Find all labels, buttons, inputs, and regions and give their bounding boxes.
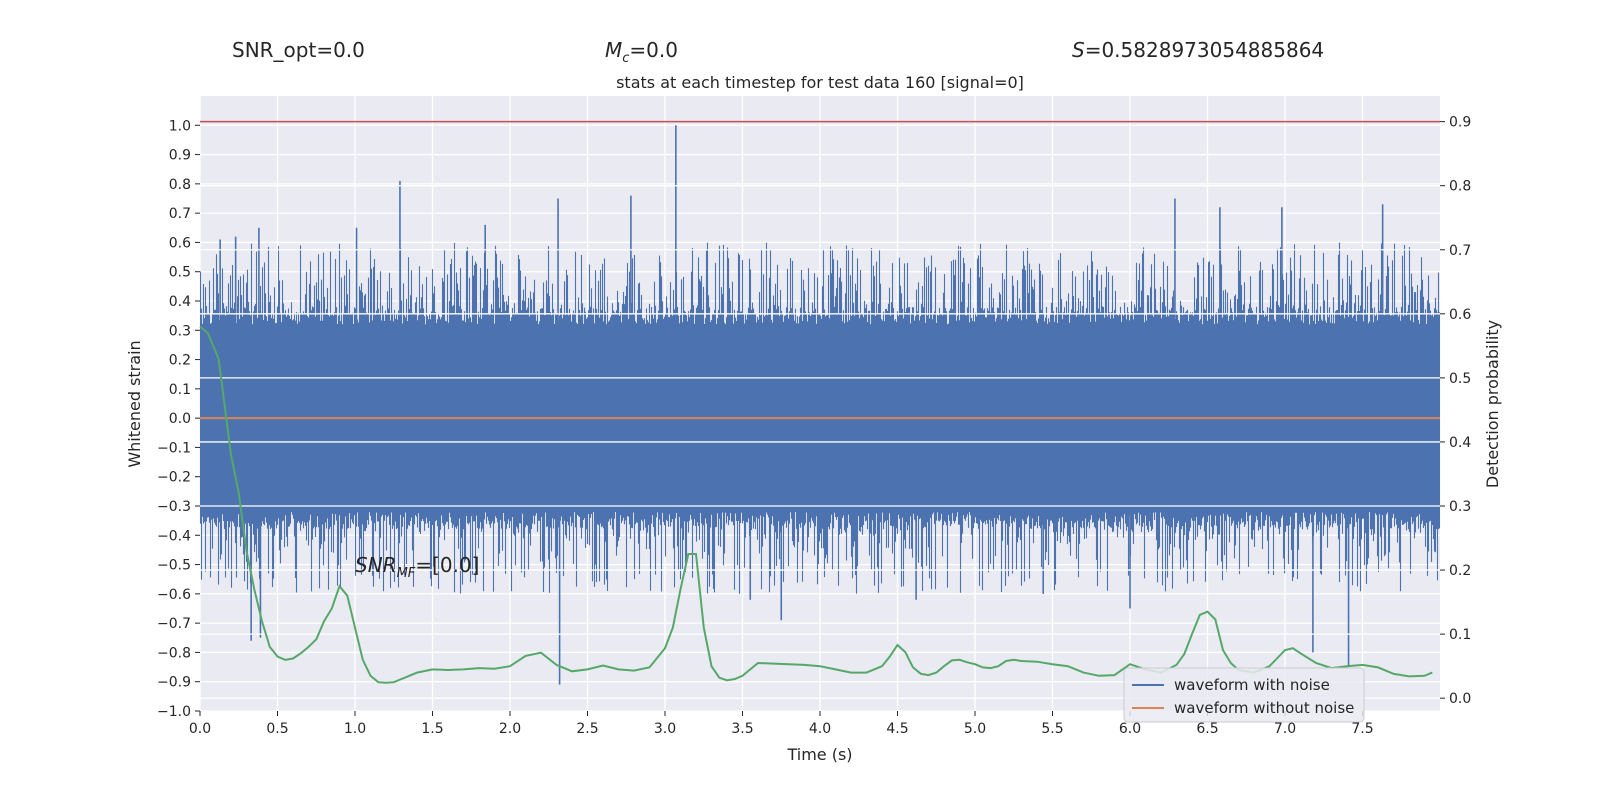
x-tick-label: 4.0 (809, 721, 831, 737)
y-tick-label: 0.9 (169, 148, 191, 164)
x-tick-label: 1.0 (344, 721, 366, 737)
chirp-mass-subscript: c (622, 51, 630, 66)
y-tick-label: −1.0 (157, 704, 191, 720)
y2-tick-label: 0.0 (1449, 691, 1471, 707)
y2-tick-label: 0.7 (1449, 243, 1471, 259)
y-tick-label: −0.7 (157, 616, 191, 632)
y2-tick-label: 0.2 (1449, 563, 1471, 579)
y-tick-label: 0.5 (169, 265, 191, 281)
y-tick-label: −0.1 (157, 440, 191, 456)
y-tick-label: 0.7 (169, 206, 191, 222)
x-tick-label: 5.0 (964, 721, 986, 737)
y-tick-label: 0.3 (169, 323, 191, 339)
y-tick-label: −0.2 (157, 470, 191, 486)
s-statistic-symbol: S (1072, 38, 1085, 62)
chirp-mass-symbol: M (605, 38, 623, 62)
x-tick-label: 3.5 (731, 721, 753, 737)
legend-box (1123, 667, 1365, 723)
y-tick-label: 0.2 (169, 353, 191, 369)
y-tick-label: 0.8 (169, 177, 191, 193)
legend: waveform with noise waveform without noi… (1123, 667, 1365, 723)
y-tick-label: 0.6 (169, 235, 191, 251)
y2-axis-label: Detection probability (1483, 320, 1502, 488)
y-tick-label: −0.9 (157, 675, 191, 691)
snr-mf-annotation: SNRMF=[0.0] (355, 553, 479, 581)
y-tick-label: 1.0 (169, 118, 191, 134)
x-tick-label: 0.5 (266, 721, 288, 737)
series-detection-probability (199, 325, 1433, 684)
s-statistic-value: =0.5828973054885864 (1084, 38, 1325, 62)
y-tick-label: 0.1 (169, 382, 191, 398)
x-tick-label: 3.0 (654, 721, 676, 737)
y2-tick-label: 0.3 (1449, 499, 1471, 515)
snr-opt-label: SNR_opt=0.0 (232, 38, 365, 62)
chirp-mass-label: Mc=0.0 (605, 38, 678, 66)
y-tick-label: 0.0 (169, 411, 191, 427)
y-tick-label: −0.3 (157, 499, 191, 515)
x-tick-label: 6.0 (1119, 721, 1141, 737)
y-tick-label: −0.5 (157, 558, 191, 574)
legend-label-waveform-without-noise: waveform without noise (1174, 699, 1354, 717)
snr-mf-value: =[0.0] (415, 553, 479, 577)
snr-mf-symbol: SNR (355, 553, 397, 577)
snr-mf-subscript: MF (397, 566, 416, 581)
x-tick-label: 2.5 (576, 721, 598, 737)
y2-tick-label: 0.9 (1449, 115, 1471, 131)
x-tick-label: 7.0 (1274, 721, 1296, 737)
x-tick-label: 2.0 (499, 721, 521, 737)
chart-title: stats at each timestep for test data 160… (616, 73, 1024, 92)
y2-tick-label: 0.5 (1449, 371, 1471, 387)
y2-tick-label: 0.6 (1449, 307, 1471, 323)
y2-tick-label: 0.8 (1449, 179, 1471, 195)
y2-axis: 0.9 0.8 0.7 0.6 0.5 0.4 0.3 0.2 0.1 0.0 (1440, 115, 1471, 707)
x-tick-label: 4.5 (886, 721, 908, 737)
x-tick-label: 5.5 (1041, 721, 1063, 737)
x-axis: 0.0 0.5 1.0 1.5 2.0 2.5 3.0 3.5 4.0 4.5 5.0 5.5 6.0 6… (189, 711, 1374, 737)
x-tick-label: 6.5 (1196, 721, 1218, 737)
y2-tick-label: 0.4 (1449, 435, 1471, 451)
series-waveform-with-noise (199, 125, 1441, 685)
y-axis: 1.0 0.9 0.8 0.7 0.6 0.5 0.4 0.3 0.2 0.1 0.0 −0.1 −0.… (157, 118, 200, 720)
x-tick-label: 1.5 (421, 721, 443, 737)
y-tick-label: −0.4 (157, 528, 191, 544)
y2-tick-label: 0.1 (1449, 627, 1471, 643)
x-tick-label: 0.0 (189, 721, 211, 737)
noise-trace (199, 242, 1441, 594)
legend-label-waveform-with-noise: waveform with noise (1174, 676, 1330, 694)
chirp-mass-value: =0.0 (629, 38, 678, 62)
s-statistic-label: S=0.5828973054885864 (1072, 38, 1324, 62)
y-axis-label: Whitened strain (125, 340, 144, 467)
x-axis-label: Time (s) (786, 745, 852, 764)
y-tick-label: −0.6 (157, 587, 191, 603)
x-tick-label: 7.5 (1351, 721, 1373, 737)
y-tick-label: −0.8 (157, 645, 191, 661)
y-tick-label: 0.4 (169, 294, 191, 310)
